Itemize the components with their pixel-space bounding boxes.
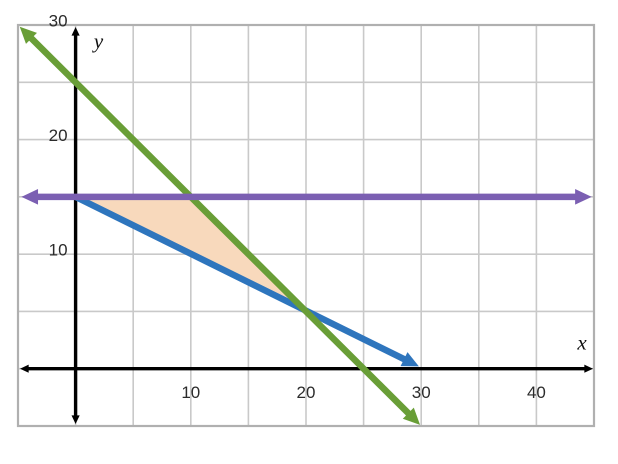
green-line (25, 32, 415, 419)
green-line-arrowhead (19, 26, 37, 44)
green-line-arrowhead (402, 407, 421, 425)
x-tick-label: 10 (181, 383, 200, 402)
y-tick-label: 30 (49, 12, 68, 31)
y-axis-label: y (92, 29, 104, 53)
grid-border (16, 23, 596, 428)
y-tick-label: 10 (49, 241, 68, 260)
y-axis-arrowhead (71, 27, 80, 36)
x-axis-label: x (576, 331, 587, 355)
purple-line-arrowhead (575, 189, 592, 205)
x-axis-arrowhead (584, 364, 593, 373)
x-tick-label: 20 (297, 383, 316, 402)
y-tick-label: 20 (49, 126, 68, 145)
blue-line (74, 193, 410, 365)
y-axis-arrowhead (71, 415, 80, 424)
x-tick-label: 30 (412, 383, 431, 402)
x-tick-label: 40 (527, 383, 546, 402)
x-axis-arrowhead (20, 364, 29, 373)
blue-line-arrowhead (400, 352, 419, 367)
purple-line-arrowhead (21, 189, 39, 205)
